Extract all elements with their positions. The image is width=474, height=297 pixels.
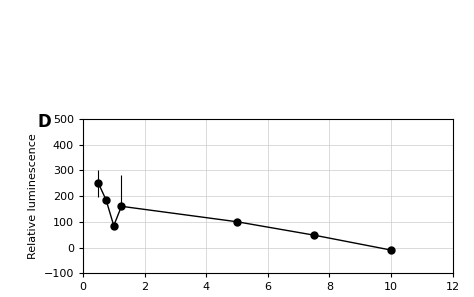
Y-axis label: Relative luminescence: Relative luminescence: [28, 133, 38, 259]
Text: D: D: [38, 113, 52, 131]
